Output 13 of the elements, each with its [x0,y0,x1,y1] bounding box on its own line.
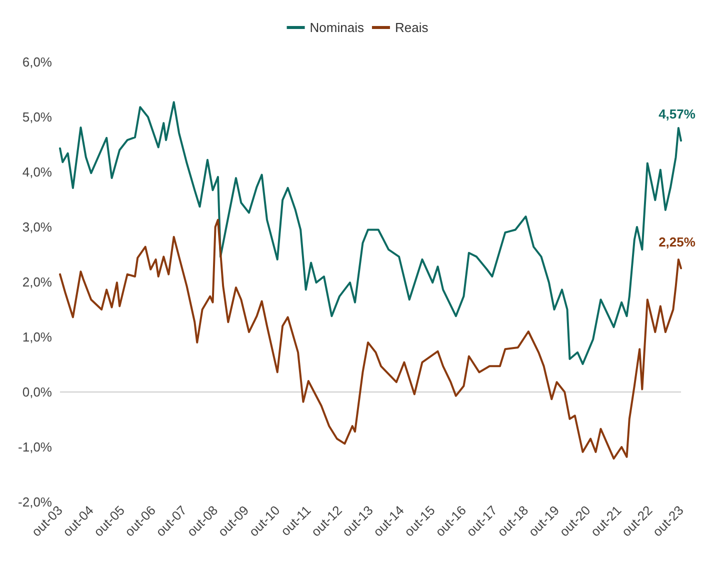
legend-label: Nominais [310,20,364,35]
y-tick-label: 2,0% [22,274,52,290]
y-tick-label: 0,0% [22,384,52,400]
y-tick-label: -2,0% [18,494,52,510]
y-tick-label: 3,0% [22,220,52,234]
y-tick-label: -1,0% [18,440,52,454]
y-tick-label: 5,0% [22,110,52,124]
y-tick-label: 4,0% [22,164,52,180]
legend-label: Reais [394,20,429,35]
annotation: 2,25% [658,234,696,250]
y-tick-label: 1,0% [22,330,52,344]
annotation: 4,57% [658,106,696,122]
y-tick-label: 6,0% [22,54,52,70]
